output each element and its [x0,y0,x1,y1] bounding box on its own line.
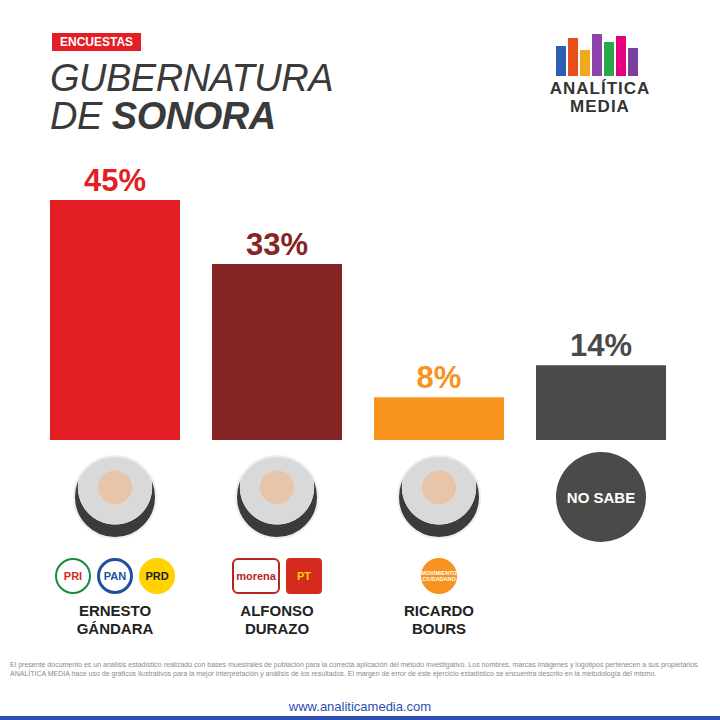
svg-text:45%: 45% [84,163,146,198]
html-text:DE SONORA: DE SONORA [50,95,276,137]
html-text:MEDIA: MEDIA [570,97,630,116]
html-text:ENCUESTAS: ENCUESTAS [60,35,134,49]
html-text:morena: morena [236,570,276,582]
html-text:PT: PT [297,570,311,582]
html-text:ANALÍTICA: ANALÍTICA [549,79,651,98]
html-text:NO SABE: NO SABE [566,488,636,506]
html-text:El presente documento es un an: El presente documento es un análisis est… [10,661,700,677]
html-text:ALFONSO DURAZO: ALFONSO DURAZO [240,602,314,637]
svg-text:33%: 33% [246,227,308,262]
html-text:RICARDO BOURS: RICARDO BOURS [404,602,474,637]
html-text:PAN: PAN [103,570,127,582]
html-text:PRI: PRI [63,570,83,582]
html-text:MOVIMIENTO CIUDADANO: MOVIMIENTO CIUDADANO [421,570,457,582]
svg-text:14%: 14% [570,328,632,363]
html-text:www.analiticamedia.com: www.analiticamedia.com [288,699,432,714]
html-text:ERNESTO GÁNDARA: ERNESTO GÁNDARA [76,602,154,637]
html-text:PRD: PRD [145,570,169,582]
svg-text:8%: 8% [417,360,462,395]
html-text:GUBERNATURA: GUBERNATURA [50,57,333,99]
